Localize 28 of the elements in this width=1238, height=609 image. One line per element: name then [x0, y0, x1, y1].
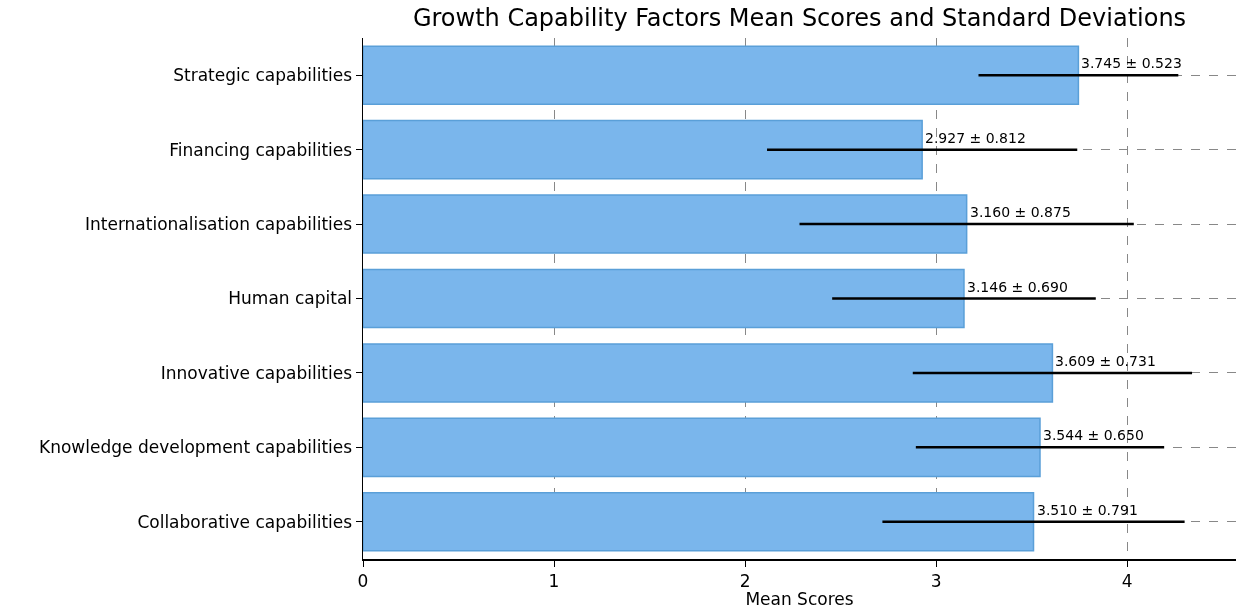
y-tick-label: Knowledge development capabilities [39, 437, 353, 458]
x-tick-label: 0 [357, 570, 369, 591]
y-tick-label: Collaborative capabilities [137, 511, 353, 532]
data-label: 3.160 ± 0.875 [970, 204, 1071, 220]
bar [363, 194, 968, 254]
bar [363, 417, 1041, 478]
y-tick-label: Innovative capabilities [160, 362, 353, 383]
x-axis-title: Mean Scores [745, 589, 854, 609]
bar [363, 343, 1054, 403]
chart-title: Growth Capability Factors Mean Scores and Standard Deviations [412, 3, 1187, 32]
y-tick-label: Internationalisation capabilities [84, 214, 353, 235]
x-tick-label: 3 [930, 570, 942, 591]
data-label: 2.927 ± 0.812 [925, 130, 1026, 146]
x-tick-label: 2 [739, 570, 751, 591]
data-label: 3.745 ± 0.523 [1081, 55, 1182, 71]
bar [363, 119, 923, 180]
x-tick-label: 4 [1121, 570, 1133, 591]
data-label: 3.146 ± 0.690 [967, 279, 1068, 295]
bar [363, 45, 1080, 105]
data-label: 3.609 ± 0.731 [1055, 353, 1156, 369]
data-label: 3.510 ± 0.791 [1037, 502, 1138, 518]
y-tick-label: Human capital [228, 288, 353, 309]
data-label: 3.544 ± 0.650 [1043, 427, 1144, 443]
y-tick-label: Strategic capabilities [173, 65, 353, 86]
y-tick-label: Financing capabilities [169, 139, 353, 160]
bar [363, 268, 965, 329]
bar [363, 492, 1035, 552]
x-tick-label: 1 [548, 570, 560, 591]
